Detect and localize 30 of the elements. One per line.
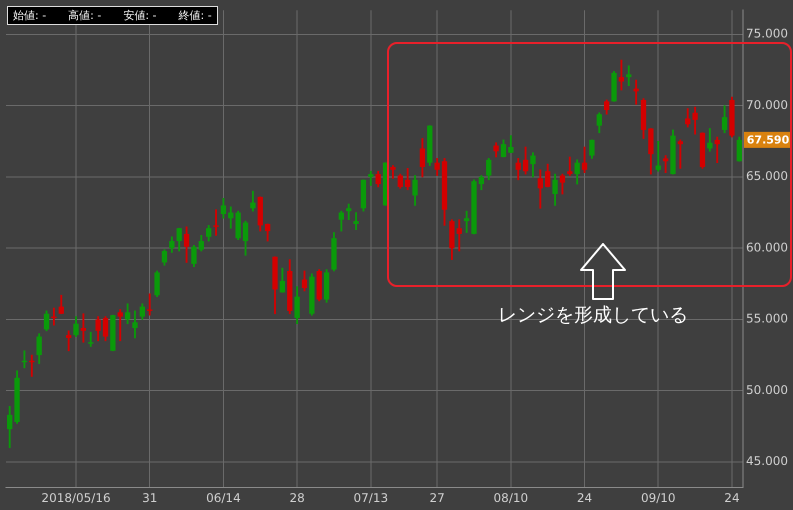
x-tick-label: 2018/05/16 xyxy=(41,490,111,505)
candlestick xyxy=(662,155,668,173)
y-tick-label: 55.000 xyxy=(746,312,788,326)
y-tick-label: 60.000 xyxy=(746,240,788,254)
y-tick-label: 70.000 xyxy=(746,98,788,112)
x-tick-label: 24 xyxy=(724,490,740,505)
x-tick-label: 31 xyxy=(142,490,158,505)
x-tick-label: 09/10 xyxy=(640,490,676,505)
candlestick xyxy=(633,80,639,105)
x-tick-label: 07/13 xyxy=(354,490,388,505)
candlestick xyxy=(353,212,359,230)
y-tick-label: 50.000 xyxy=(746,382,788,397)
y-tick-label: 65.000 xyxy=(746,169,788,184)
candlestick xyxy=(618,60,624,90)
candlestick xyxy=(66,330,72,352)
x-tick-label: 28 xyxy=(289,490,305,505)
candlestick xyxy=(80,313,86,343)
candlestick xyxy=(51,308,57,326)
candlestick xyxy=(213,209,219,236)
annotation: 始値: - 高値: - 安値: - 終値: - xyxy=(7,6,218,25)
x-tick-label: 08/10 xyxy=(494,490,528,505)
y-tick-label: 75.000 xyxy=(746,26,788,41)
y-tick-label: 45.000 xyxy=(746,454,788,468)
text: 67.590 xyxy=(746,134,790,147)
candlestick xyxy=(678,140,684,169)
x-tick-label: 27 xyxy=(430,490,445,505)
annotation: レンジを形成している xyxy=(498,303,688,328)
x-tick-label: 06/14 xyxy=(206,490,241,505)
candlestick xyxy=(464,210,470,233)
x-tick-label: 24 xyxy=(576,490,592,505)
